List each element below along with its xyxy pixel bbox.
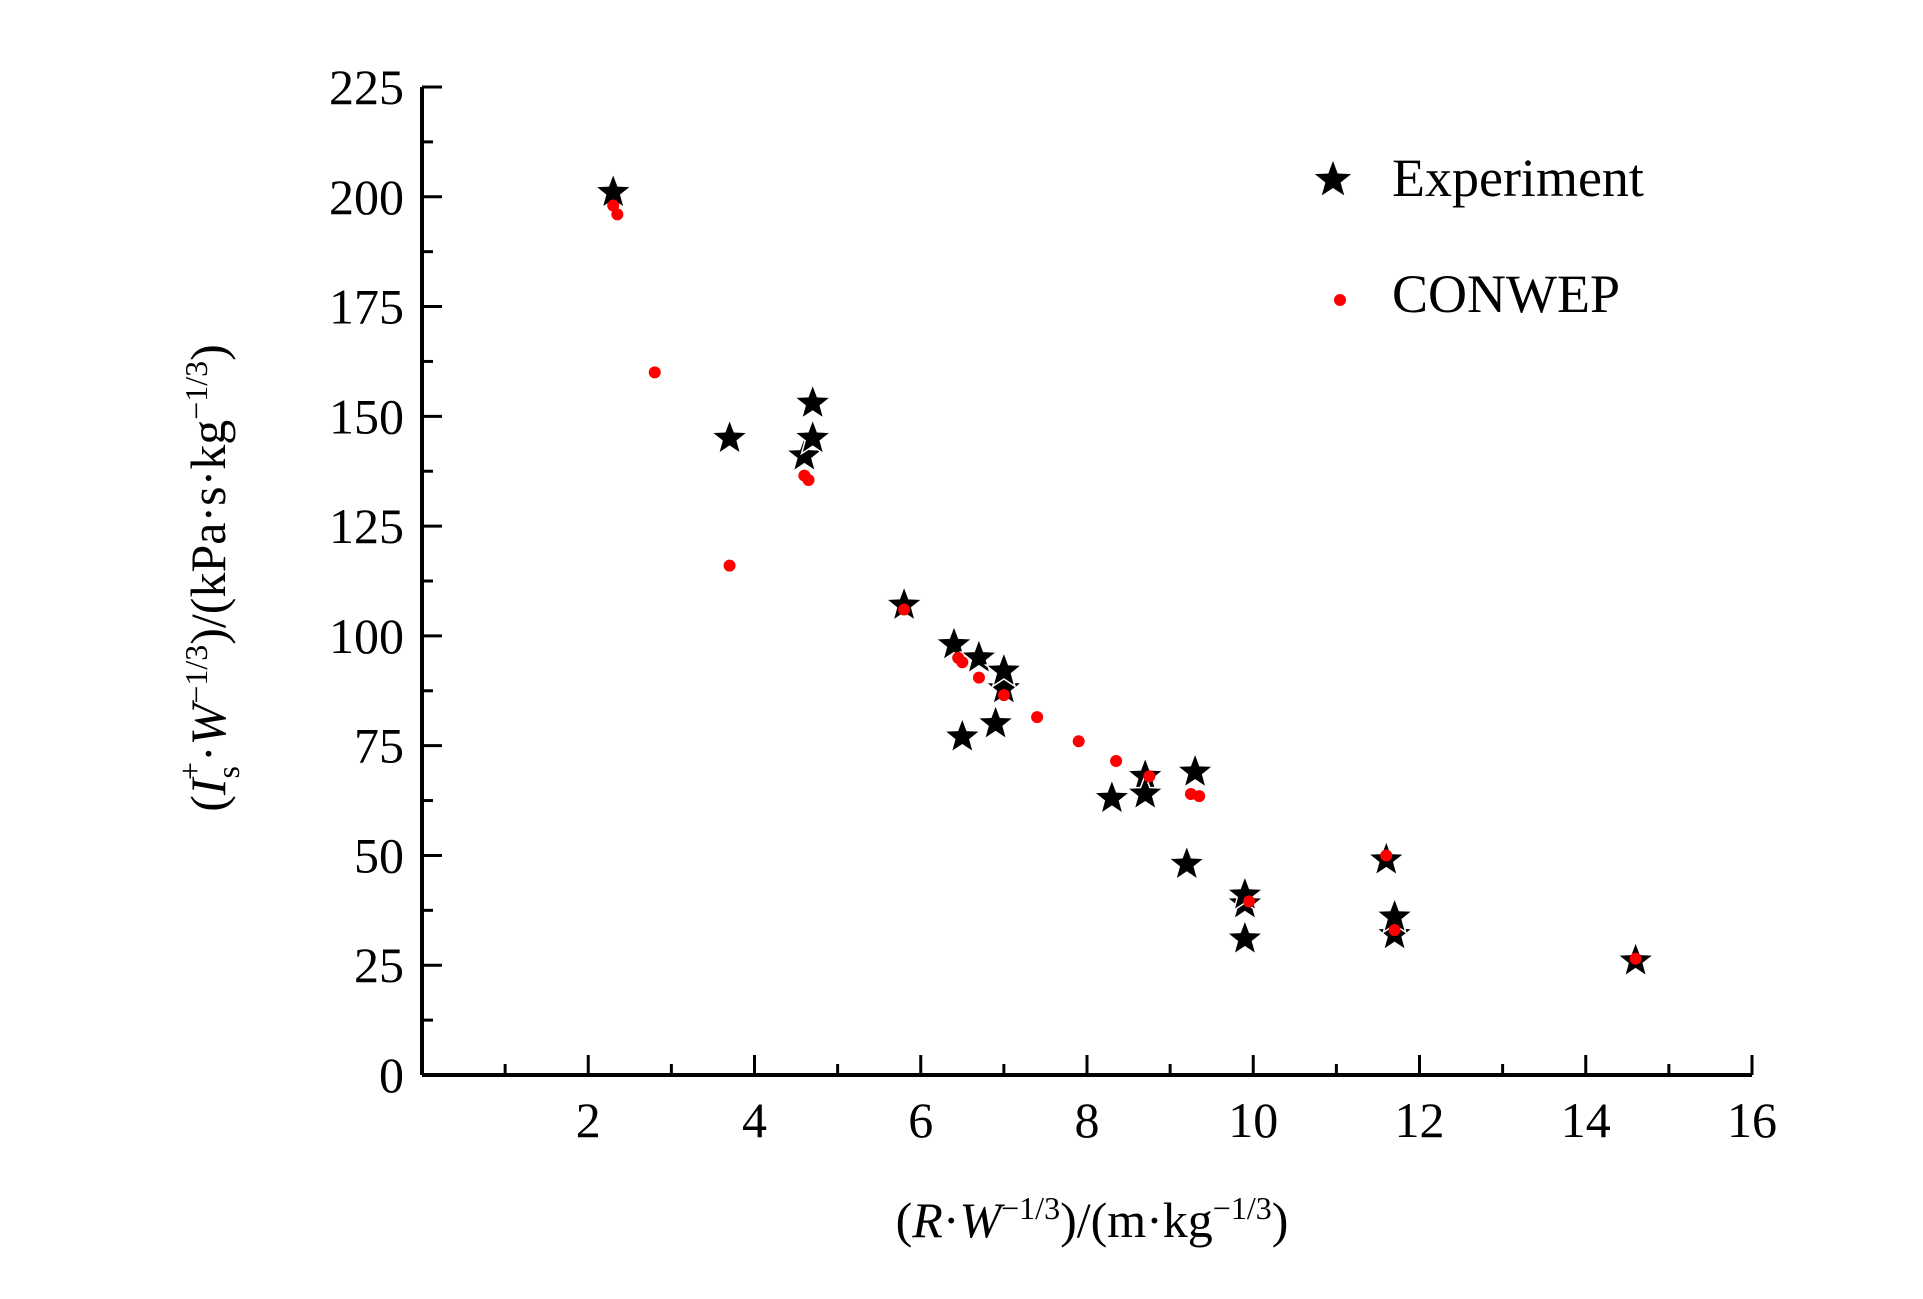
x-tick-label: 14 — [1561, 1092, 1611, 1148]
experiment-point — [792, 382, 833, 421]
y-tick-label: 25 — [354, 937, 404, 993]
experiment-point — [1174, 750, 1216, 790]
y-tick-label: 0 — [379, 1047, 404, 1103]
experiment-point — [709, 417, 750, 456]
conwep-point — [1143, 770, 1156, 783]
conwep-point — [1380, 849, 1393, 862]
y-tick-label: 150 — [329, 388, 404, 444]
conwep-point — [1031, 711, 1044, 724]
experiment-point — [983, 649, 1024, 689]
conwep-point — [1110, 755, 1123, 768]
conwep-point — [1388, 924, 1401, 937]
x-tick-label: 4 — [742, 1092, 767, 1148]
experiment-point — [792, 417, 833, 456]
legend: Experiment CONWEP — [1314, 148, 1644, 324]
x-tick-label: 6 — [908, 1092, 933, 1148]
y-tick-label: 200 — [329, 169, 404, 225]
conwep-point — [1193, 790, 1206, 803]
conwep-point — [1072, 735, 1085, 748]
x-tick-label: 12 — [1395, 1092, 1445, 1148]
experiment-point — [942, 715, 983, 755]
conwep-point — [648, 366, 661, 379]
experiment-point — [1091, 777, 1133, 816]
legend-item-experiment: Experiment — [1314, 148, 1644, 208]
conwep-point — [898, 603, 911, 616]
conwep-point — [1243, 895, 1256, 908]
legend-marker-conwep — [1334, 294, 1346, 306]
legend-item-conwep: CONWEP — [1334, 264, 1620, 324]
x-axis-ticks: 2 4 6 8 10 12 14 16 — [503, 1055, 1777, 1148]
experiment-point — [933, 623, 975, 662]
experiment-point — [975, 702, 1016, 741]
y-tick-label: 175 — [329, 279, 404, 335]
x-tick-label: 8 — [1075, 1092, 1100, 1148]
x-tick-label: 10 — [1228, 1092, 1278, 1148]
y-tick-label: 225 — [329, 59, 404, 115]
conwep-point — [997, 689, 1010, 702]
y-axis-ticks: 0 25 50 75 100 125 150 175 200 225 — [329, 59, 442, 1103]
experiment-point — [1224, 917, 1266, 956]
series-conwep — [607, 199, 1642, 965]
conwep-point — [972, 671, 985, 684]
legend-marker-experiment — [1314, 161, 1352, 196]
x-tick-label: 16 — [1727, 1092, 1777, 1148]
experiment-point — [958, 636, 1000, 675]
x-axis-label: (R·W−1/3)/(m·kg−1/3) — [896, 1190, 1289, 1248]
conwep-point — [956, 656, 969, 669]
y-axis-label: (Is+·W−1/3)/(kPa·s·kg−1/3) — [172, 344, 246, 812]
experiment-point — [1166, 843, 1207, 882]
conwep-point — [802, 474, 815, 487]
legend-label-conwep: CONWEP — [1392, 264, 1620, 324]
y-tick-label: 50 — [354, 827, 404, 883]
conwep-point — [611, 208, 624, 221]
y-tick-label: 125 — [329, 498, 404, 554]
experiment-point — [1125, 772, 1166, 812]
conwep-point — [723, 559, 736, 572]
y-tick-label: 100 — [329, 608, 404, 664]
y-tick-label: 75 — [354, 718, 404, 774]
conwep-point — [1629, 952, 1642, 965]
axes: 2 4 6 8 10 12 14 16 0 25 50 75 100 125 150 175 200 225 — [329, 59, 1777, 1148]
legend-label-experiment: Experiment — [1392, 148, 1644, 208]
x-tick-label: 2 — [576, 1092, 601, 1148]
